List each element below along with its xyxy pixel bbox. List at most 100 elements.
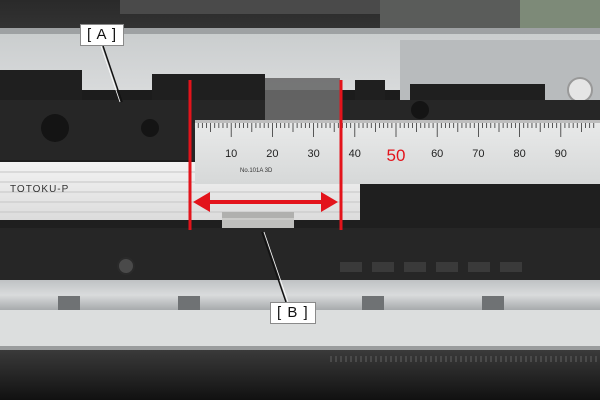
rack-tooth bbox=[375, 356, 377, 362]
rail-clip bbox=[58, 296, 80, 310]
rack-tooth bbox=[570, 356, 572, 362]
rack-tooth bbox=[510, 356, 512, 362]
rack-tooth bbox=[580, 356, 582, 362]
upper-plate-shadow bbox=[0, 28, 600, 34]
rack-tooth bbox=[565, 356, 567, 362]
background-top-highlight bbox=[120, 0, 420, 14]
rack-tooth bbox=[535, 356, 537, 362]
ruler-label: 80 bbox=[513, 148, 525, 160]
tape-strip-top bbox=[265, 78, 340, 126]
rack-tooth bbox=[530, 356, 532, 362]
ruler-label: 60 bbox=[431, 148, 443, 160]
rack-tooth bbox=[520, 356, 522, 362]
leader-line-a-white bbox=[100, 45, 121, 103]
rack-tooth bbox=[560, 356, 562, 362]
cable-text: TOTOKU-P bbox=[10, 184, 69, 195]
ruler-label: 20 bbox=[266, 148, 278, 160]
rack-tooth bbox=[390, 356, 392, 362]
carriage-hole-mid bbox=[141, 119, 159, 137]
ruler-label: 30 bbox=[307, 148, 319, 160]
rack-tooth bbox=[495, 356, 497, 362]
rack-tooth bbox=[500, 356, 502, 362]
rail-clip bbox=[362, 296, 384, 310]
rail-clip bbox=[482, 296, 504, 310]
rack-tooth bbox=[550, 356, 552, 362]
lower-slot bbox=[340, 262, 362, 272]
rack-tooth bbox=[490, 356, 492, 362]
rack-tooth bbox=[515, 356, 517, 362]
ruler-label: 50 bbox=[387, 146, 406, 165]
rack-tooth bbox=[575, 356, 577, 362]
leader-line-a bbox=[102, 45, 123, 103]
rack-tooth bbox=[425, 356, 427, 362]
lower-slot bbox=[436, 262, 458, 272]
lower-slot bbox=[468, 262, 490, 272]
ruler-labels: 10 20 30 40 50 60 70 80 90 bbox=[225, 146, 567, 165]
ruler-label: 90 bbox=[555, 148, 567, 160]
arrow-head-right bbox=[321, 192, 338, 212]
rack-tooth bbox=[340, 356, 342, 362]
rack-tooth bbox=[470, 356, 472, 362]
rack-tooth bbox=[455, 356, 457, 362]
ruler-label: 70 bbox=[472, 148, 484, 160]
callout-label-a: [ A ] bbox=[80, 24, 125, 46]
ruler-top-edge bbox=[195, 120, 600, 123]
rack-tooth bbox=[475, 356, 477, 362]
rack-tooth bbox=[395, 356, 397, 362]
arrow-head-left bbox=[193, 192, 210, 212]
light-plate-edge bbox=[0, 346, 600, 350]
rack-tooth bbox=[545, 356, 547, 362]
rack-tooth bbox=[355, 356, 357, 362]
rack-tooth bbox=[590, 356, 592, 362]
rack-tooth bbox=[445, 356, 447, 362]
rack-tooth bbox=[335, 356, 337, 362]
rack-tooth bbox=[555, 356, 557, 362]
bottom-teeth bbox=[330, 356, 597, 362]
rack-tooth bbox=[385, 356, 387, 362]
rack-tooth bbox=[400, 356, 402, 362]
rack-tooth bbox=[485, 356, 487, 362]
rack-tooth bbox=[540, 356, 542, 362]
rack-tooth bbox=[525, 356, 527, 362]
top-right-board bbox=[520, 0, 600, 30]
rack-tooth bbox=[380, 356, 382, 362]
tape-piece-b-shade bbox=[222, 212, 294, 218]
rack-tooth bbox=[585, 356, 587, 362]
screw-head bbox=[117, 257, 135, 275]
rack-tooth bbox=[505, 356, 507, 362]
rack-tooth bbox=[345, 356, 347, 362]
rack-tooth bbox=[330, 356, 332, 362]
rail-clip bbox=[178, 296, 200, 310]
rack-tooth bbox=[435, 356, 437, 362]
rack-tooth bbox=[465, 356, 467, 362]
lower-dark-band bbox=[0, 228, 600, 280]
lower-slot bbox=[372, 262, 394, 272]
carriage-hole-right bbox=[411, 101, 429, 119]
rack-tooth bbox=[480, 356, 482, 362]
rack-tooth bbox=[410, 356, 412, 362]
rack-tooth bbox=[415, 356, 417, 362]
rack-tooth bbox=[430, 356, 432, 362]
leader-line-b-white bbox=[263, 231, 289, 303]
ruler-label: 40 bbox=[349, 148, 361, 160]
callout-label-b: [ B ] bbox=[270, 302, 316, 324]
rack-tooth bbox=[350, 356, 352, 362]
carriage-hole-left bbox=[41, 114, 69, 142]
rack-tooth bbox=[595, 356, 597, 362]
leader-line-b bbox=[261, 231, 287, 303]
ruler-ticks bbox=[189, 123, 595, 137]
ruler-label: 10 bbox=[225, 148, 237, 160]
rack-tooth bbox=[460, 356, 462, 362]
rack-tooth bbox=[440, 356, 442, 362]
rack-tooth bbox=[405, 356, 407, 362]
lower-slot bbox=[500, 262, 522, 272]
rack-tooth bbox=[420, 356, 422, 362]
ruler-body bbox=[195, 120, 600, 184]
rack-tooth bbox=[365, 356, 367, 362]
rack-tooth bbox=[450, 356, 452, 362]
bracket-hole bbox=[567, 77, 593, 103]
lower-slot bbox=[404, 262, 426, 272]
ruler-brand-text: No.101A 3D bbox=[240, 168, 273, 174]
rack-tooth bbox=[360, 356, 362, 362]
